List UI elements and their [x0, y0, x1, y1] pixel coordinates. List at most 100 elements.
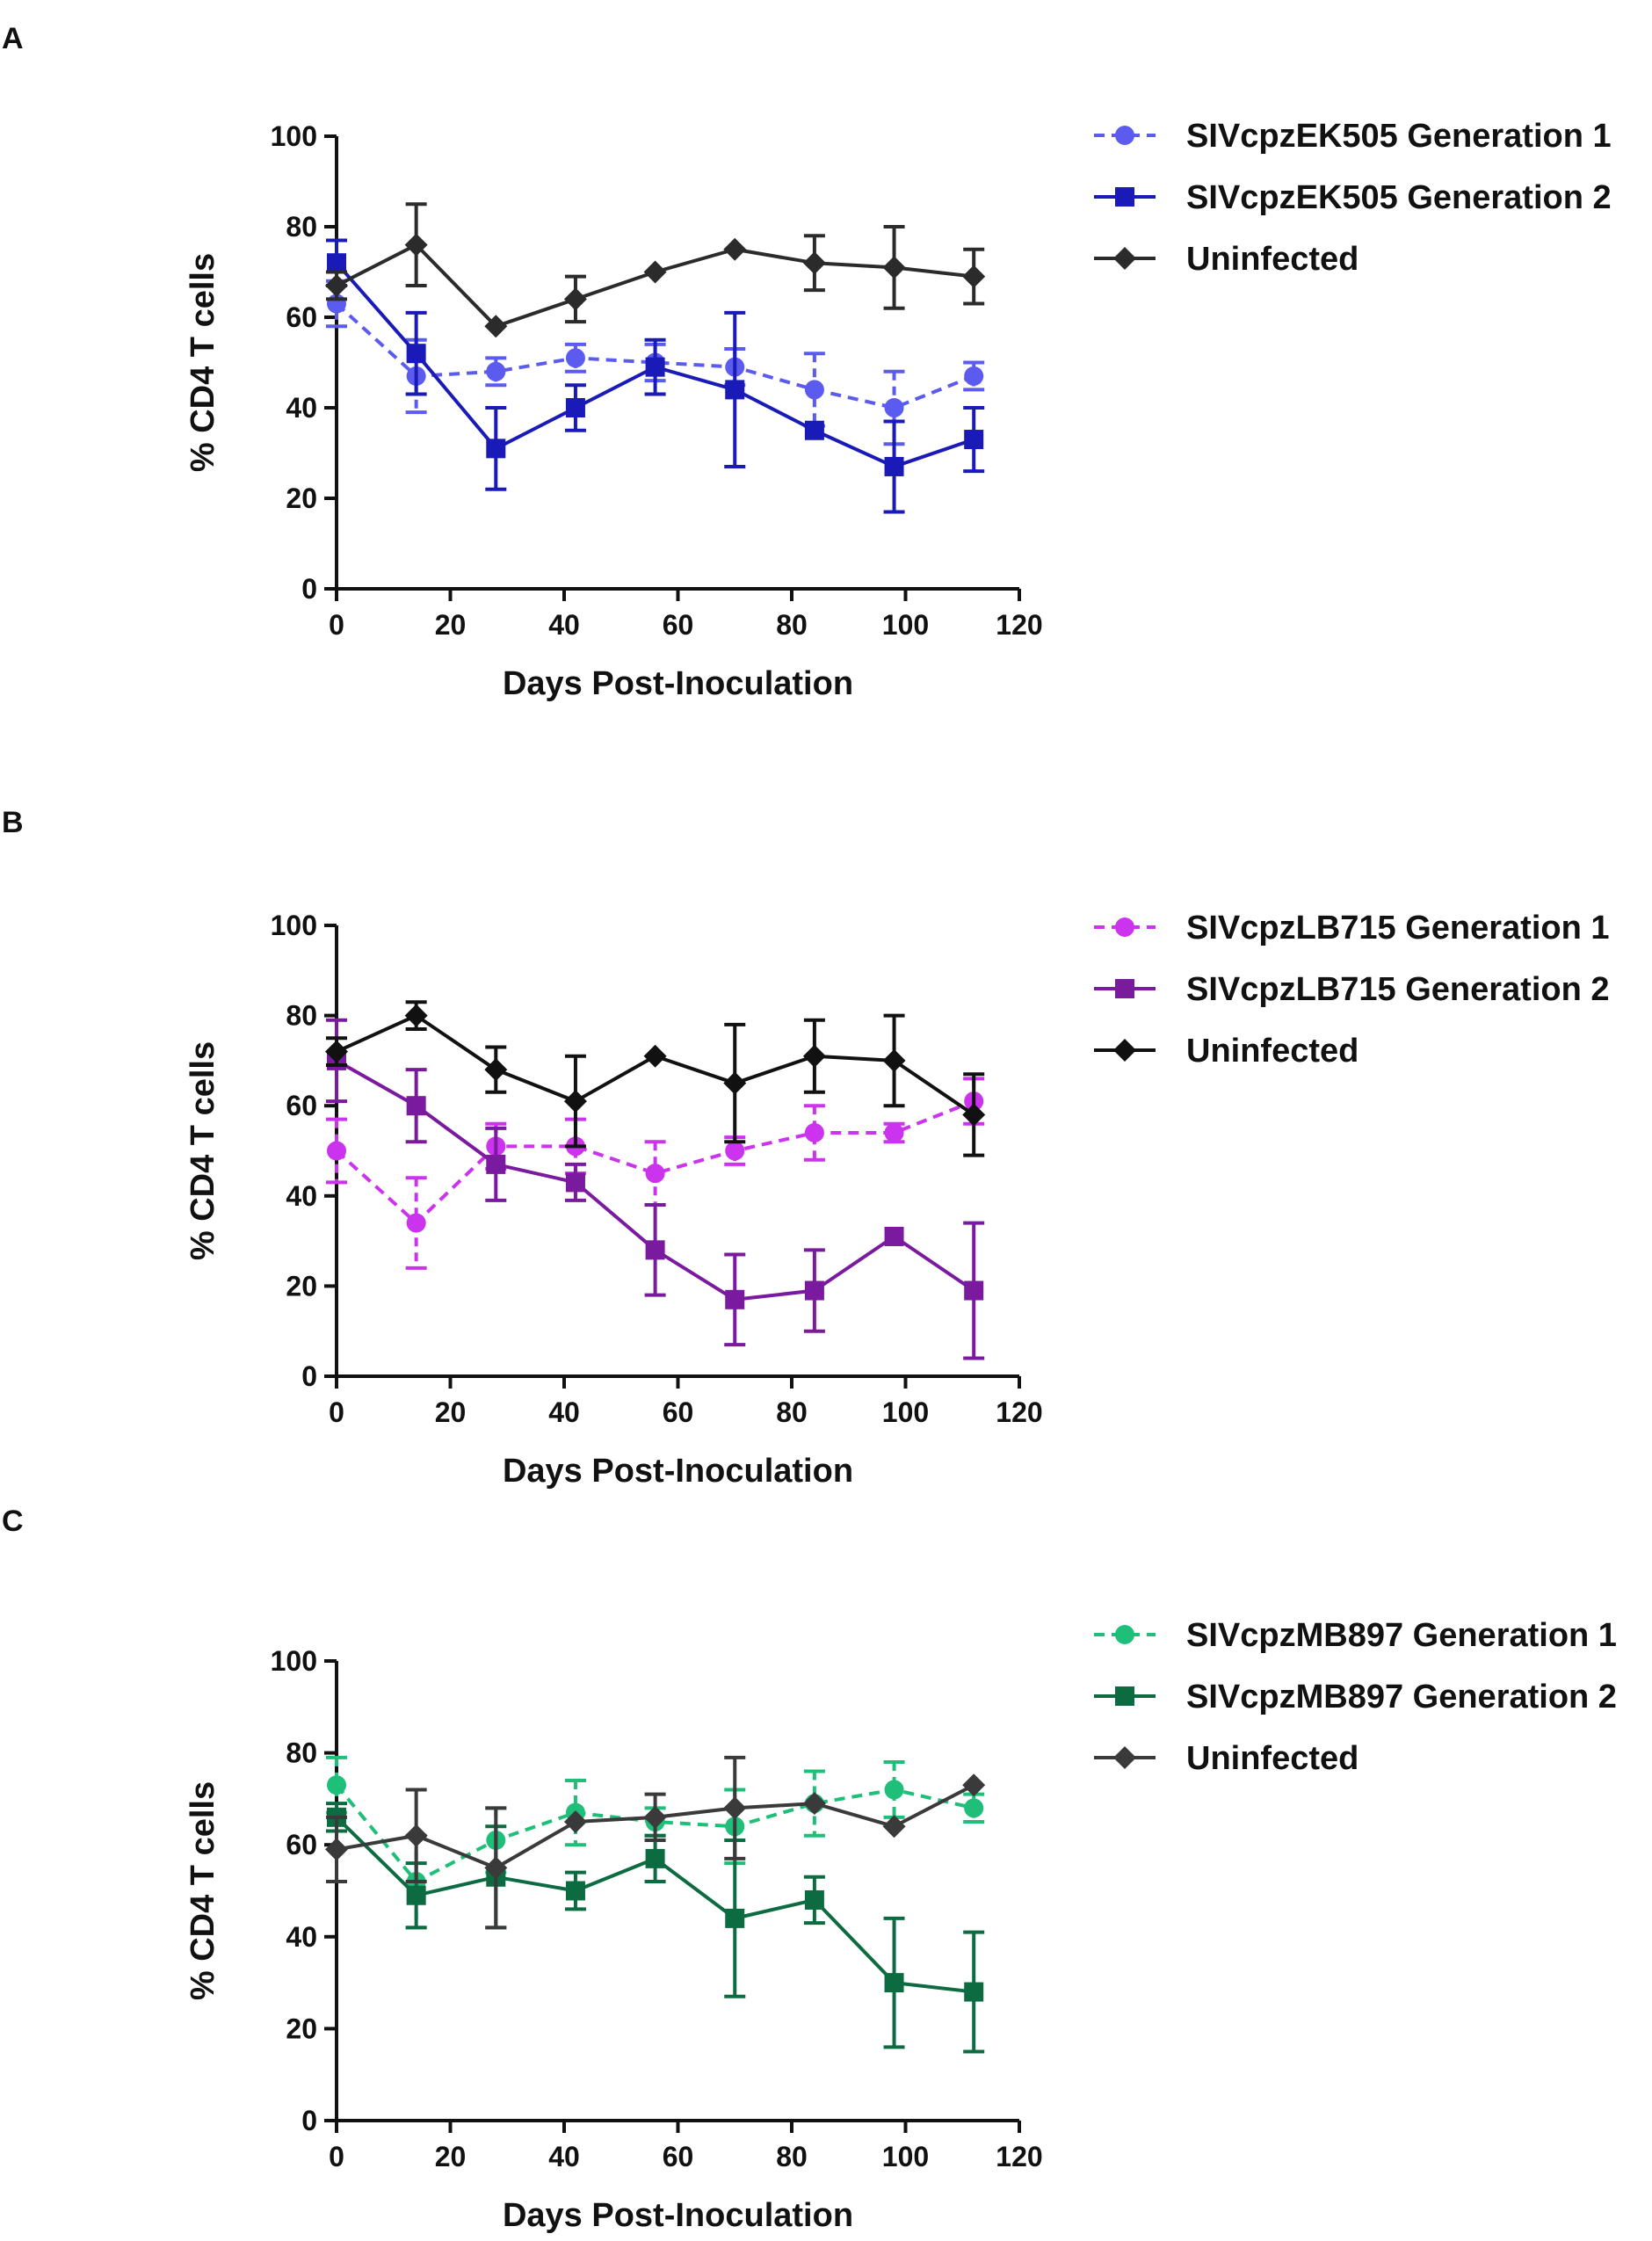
- data-point: [882, 256, 906, 279]
- legend-label: SIVcpzEK505 Generation 2: [1186, 179, 1612, 216]
- panel-label: B: [2, 806, 24, 839]
- x-tick-label: 120: [996, 2141, 1042, 2172]
- x-tick-label: 0: [329, 609, 344, 641]
- data-point: [962, 1773, 986, 1797]
- data-point: [723, 1071, 747, 1095]
- data-point: [804, 1889, 824, 1910]
- data-point: [964, 1798, 984, 1818]
- legend-marker: [1115, 979, 1134, 998]
- legend-label: SIVcpzMB897 Generation 1: [1186, 1617, 1617, 1654]
- panel-label: C: [2, 1505, 24, 1538]
- x-axis-label: Days Post-Inoculation: [503, 1453, 853, 1490]
- x-tick-label: 60: [663, 609, 694, 641]
- data-point: [565, 348, 585, 368]
- legend-item: Uninfected: [1094, 1033, 1359, 1070]
- data-point: [325, 1838, 348, 1861]
- y-tick-label: 0: [301, 573, 317, 605]
- x-tick-label: 40: [548, 1396, 580, 1428]
- data-point: [884, 1122, 904, 1142]
- data-point: [484, 315, 508, 338]
- data-point: [884, 1226, 904, 1246]
- legend-item: SIVcpzMB897 Generation 2: [1094, 1679, 1617, 1715]
- data-point: [645, 1164, 665, 1184]
- legend-item: Uninfected: [1094, 241, 1359, 278]
- data-point: [725, 1908, 745, 1928]
- x-tick-label: 40: [548, 609, 580, 641]
- data-point: [406, 1213, 426, 1233]
- y-tick-label: 80: [286, 1000, 317, 1032]
- legend-marker: [1113, 1039, 1136, 1062]
- x-tick-label: 100: [882, 2141, 929, 2172]
- legend-label: Uninfected: [1186, 1033, 1359, 1070]
- data-point: [565, 1172, 585, 1193]
- data-point: [725, 1141, 745, 1161]
- y-tick-label: 100: [271, 120, 317, 152]
- legend-label: SIVcpzEK505 Generation 1: [1186, 118, 1612, 155]
- legend-marker: [1115, 1625, 1134, 1644]
- data-point: [882, 1048, 906, 1072]
- series-2: [326, 1018, 985, 1360]
- x-tick-label: 100: [882, 1396, 929, 1428]
- data-point: [804, 380, 824, 400]
- y-tick-label: 40: [286, 1180, 317, 1212]
- data-point: [484, 1856, 508, 1880]
- x-tick-label: 60: [663, 2141, 694, 2172]
- data-point: [486, 361, 506, 381]
- x-tick-label: 0: [329, 1396, 344, 1428]
- legend-item: SIVcpzMB897 Generation 1: [1094, 1617, 1617, 1654]
- data-point: [643, 1044, 667, 1068]
- data-point: [484, 1058, 508, 1082]
- data-point: [327, 1775, 346, 1795]
- legend-item: SIVcpzEK505 Generation 1: [1094, 118, 1612, 155]
- data-point: [804, 420, 824, 440]
- data-point: [962, 1103, 986, 1127]
- x-tick-label: 0: [329, 2141, 344, 2172]
- legend-marker: [1115, 1686, 1134, 1706]
- panel-label: A: [2, 22, 24, 55]
- data-point: [884, 456, 904, 476]
- data-point: [325, 1040, 348, 1063]
- x-tick-label: 100: [882, 609, 929, 641]
- data-point: [565, 1881, 585, 1901]
- y-axis-label: % CD4 T cells: [185, 253, 221, 472]
- data-point: [804, 1280, 824, 1301]
- data-point: [723, 237, 747, 261]
- y-tick-label: 100: [271, 1645, 317, 1677]
- series-2: [326, 238, 985, 514]
- legend-item: Uninfected: [1094, 1740, 1359, 1777]
- y-tick-label: 80: [286, 211, 317, 243]
- series-3: [325, 1000, 986, 1157]
- data-point: [563, 287, 587, 311]
- data-point: [565, 398, 585, 417]
- data-point: [406, 1096, 426, 1116]
- y-axis-label: % CD4 T cells: [185, 1781, 221, 2000]
- data-point: [882, 1815, 906, 1838]
- legend-item: SIVcpzLB715 Generation 1: [1094, 910, 1610, 946]
- data-point: [563, 1090, 587, 1113]
- y-tick-label: 20: [286, 2013, 317, 2044]
- data-point: [486, 439, 506, 459]
- data-point: [964, 1982, 984, 2002]
- data-point: [964, 1280, 984, 1301]
- legend-label: SIVcpzMB897 Generation 2: [1186, 1679, 1617, 1715]
- data-point: [404, 1004, 428, 1027]
- data-point: [884, 1780, 904, 1800]
- x-axis-label: Days Post-Inoculation: [503, 2197, 853, 2234]
- data-point: [645, 1848, 665, 1868]
- data-point: [406, 344, 426, 364]
- data-point: [645, 1240, 665, 1260]
- series-line: [335, 1099, 975, 1225]
- data-point: [884, 1973, 904, 1993]
- y-tick-label: 20: [286, 1270, 317, 1302]
- legend-marker: [1113, 1746, 1136, 1769]
- data-point: [325, 273, 348, 297]
- x-tick-label: 80: [776, 2141, 808, 2172]
- data-point: [725, 380, 745, 400]
- legend-label: SIVcpzLB715 Generation 2: [1186, 971, 1610, 1008]
- x-axis-label: Days Post-Inoculation: [503, 665, 853, 702]
- series-line: [335, 302, 975, 410]
- legend-label: Uninfected: [1186, 241, 1359, 278]
- y-tick-label: 40: [286, 392, 317, 424]
- data-point: [723, 1796, 747, 1820]
